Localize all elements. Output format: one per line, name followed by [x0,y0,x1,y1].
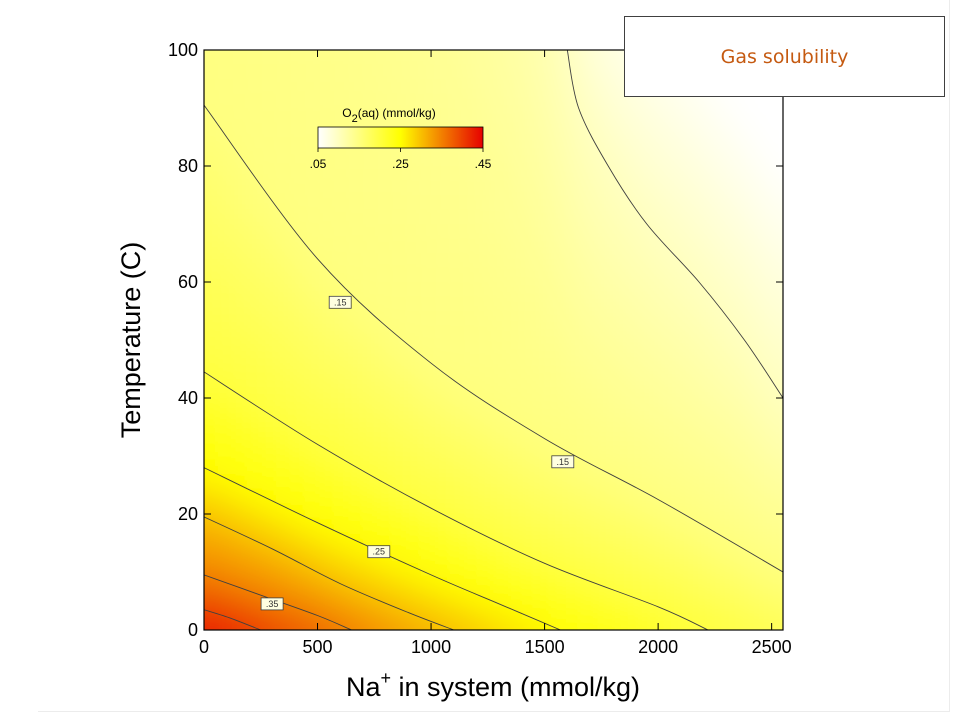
y-tick-label-0: 0 [188,620,198,640]
x-axis-title-sup: + [380,668,391,688]
x-tick-label-1: 500 [303,637,333,657]
contour-lines [204,50,783,630]
slide-frame [38,0,950,712]
x-axis-title: Na+ in system (mmol/kg) [346,668,640,702]
x-tick-label-3: 1500 [525,637,565,657]
contour-label-3: .35 [266,599,279,609]
contour-label-0: .15 [334,297,347,307]
y-tick-label-4: 80 [178,156,198,176]
contour-label-box-1 [551,455,575,469]
x-axis-title-rest: in system (mmol/kg) [391,672,640,702]
contour-label-1: .15 [557,457,570,467]
y-tick-label-3: 60 [178,272,198,292]
plot-frame [203,49,784,631]
x-axis-title-main: Na [346,672,381,702]
heatmap-fill [204,50,783,630]
y-axis-title: Temperature (C) [116,242,146,439]
contour-line-0 [566,50,783,399]
contour-label-box-3 [260,597,284,611]
colorbar-title-sub: 2 [352,113,358,125]
contour-label-box-0 [328,295,352,309]
colorbar-gradient [317,126,484,149]
colorbar-tick-label-2: .45 [475,157,492,171]
colorbar-tick-label-1: .25 [392,157,409,171]
x-tick-label-2: 1000 [411,637,451,657]
x-tick-label-0: 0 [199,637,209,657]
y-tick-label-5: 100 [168,40,198,60]
contour-line-2 [204,371,709,630]
colorbar-title: O2(aq) (mmol/kg) [342,106,435,125]
contour-label-box-2 [367,545,391,559]
contour-line-6 [204,609,261,630]
contour-line-5 [204,574,352,630]
contour-line-3 [204,467,561,630]
colorbar-title-main: O [342,106,351,120]
slide-title: Gas solubility [720,45,849,68]
x-tick-label-5: 2500 [752,637,792,657]
title-box: Gas solubility [624,16,945,97]
x-tick-label-4: 2000 [638,637,678,657]
contour-line-4 [204,516,454,630]
contour-labels: .15 .15 .25 .35 [260,295,575,611]
axis-ticks: 0 500 1000 1500 2000 2500 0 20 40 60 80 100 [168,40,792,657]
y-tick-label-1: 20 [178,504,198,524]
colorbar: O2(aq) (mmol/kg) .05 .25 .45 [310,106,492,171]
colorbar-title-rest: (aq) (mmol/kg) [358,106,436,120]
contour-line-1 [204,104,783,573]
contour-label-2: .25 [373,547,386,557]
colorbar-tick-label-0: .05 [310,157,327,171]
y-tick-label-2: 40 [178,388,198,408]
